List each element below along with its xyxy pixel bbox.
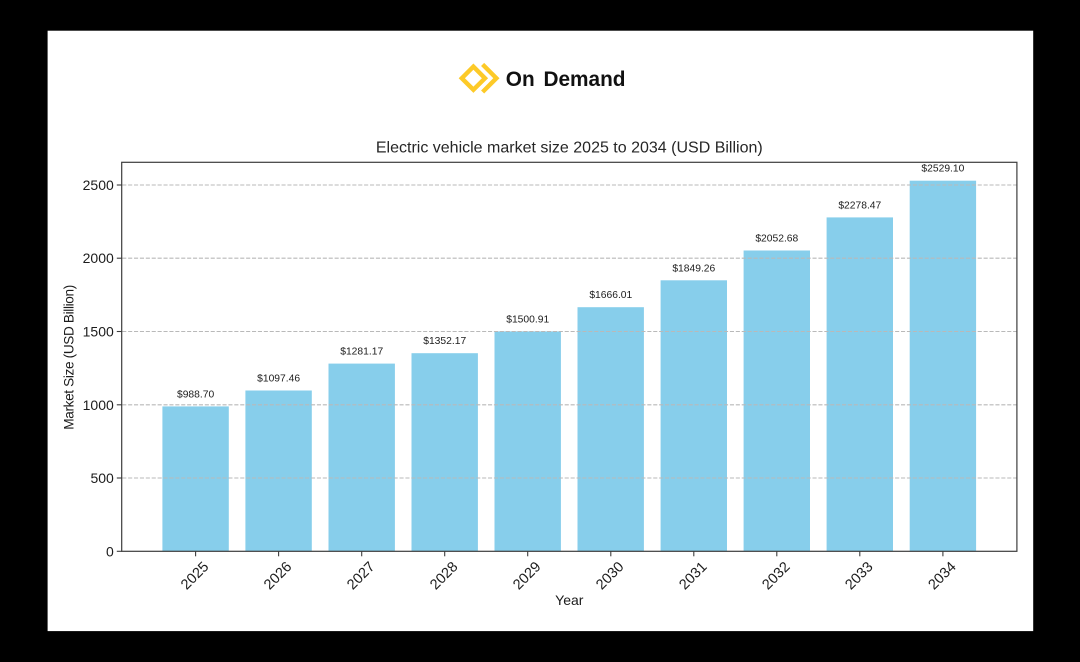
svg-text:On Demand: On Demand (506, 68, 626, 91)
svg-text:1000: 1000 (83, 397, 114, 413)
svg-text:$2052.68: $2052.68 (755, 234, 798, 245)
svg-text:Market Size (USD Billion): Market Size (USD Billion) (61, 285, 76, 430)
svg-text:Electric vehicle market size 2: Electric vehicle market size 2025 to 203… (376, 140, 763, 157)
svg-text:0: 0 (106, 543, 114, 559)
svg-text:2000: 2000 (83, 250, 114, 266)
svg-text:$1097.46: $1097.46 (257, 374, 300, 385)
svg-text:$2278.47: $2278.47 (838, 200, 881, 211)
svg-text:$988.70: $988.70 (177, 389, 214, 400)
svg-text:$1666.01: $1666.01 (589, 290, 632, 301)
svg-text:$1500.91: $1500.91 (506, 314, 549, 325)
svg-text:Year: Year (555, 592, 584, 608)
svg-text:2500: 2500 (83, 177, 114, 193)
svg-text:1500: 1500 (83, 324, 114, 340)
svg-text:$1281.17: $1281.17 (340, 347, 383, 358)
svg-text:$1849.26: $1849.26 (672, 263, 715, 274)
svg-text:$1352.17: $1352.17 (423, 336, 466, 347)
svg-text:500: 500 (90, 470, 114, 486)
svg-text:$2529.10: $2529.10 (921, 164, 964, 175)
